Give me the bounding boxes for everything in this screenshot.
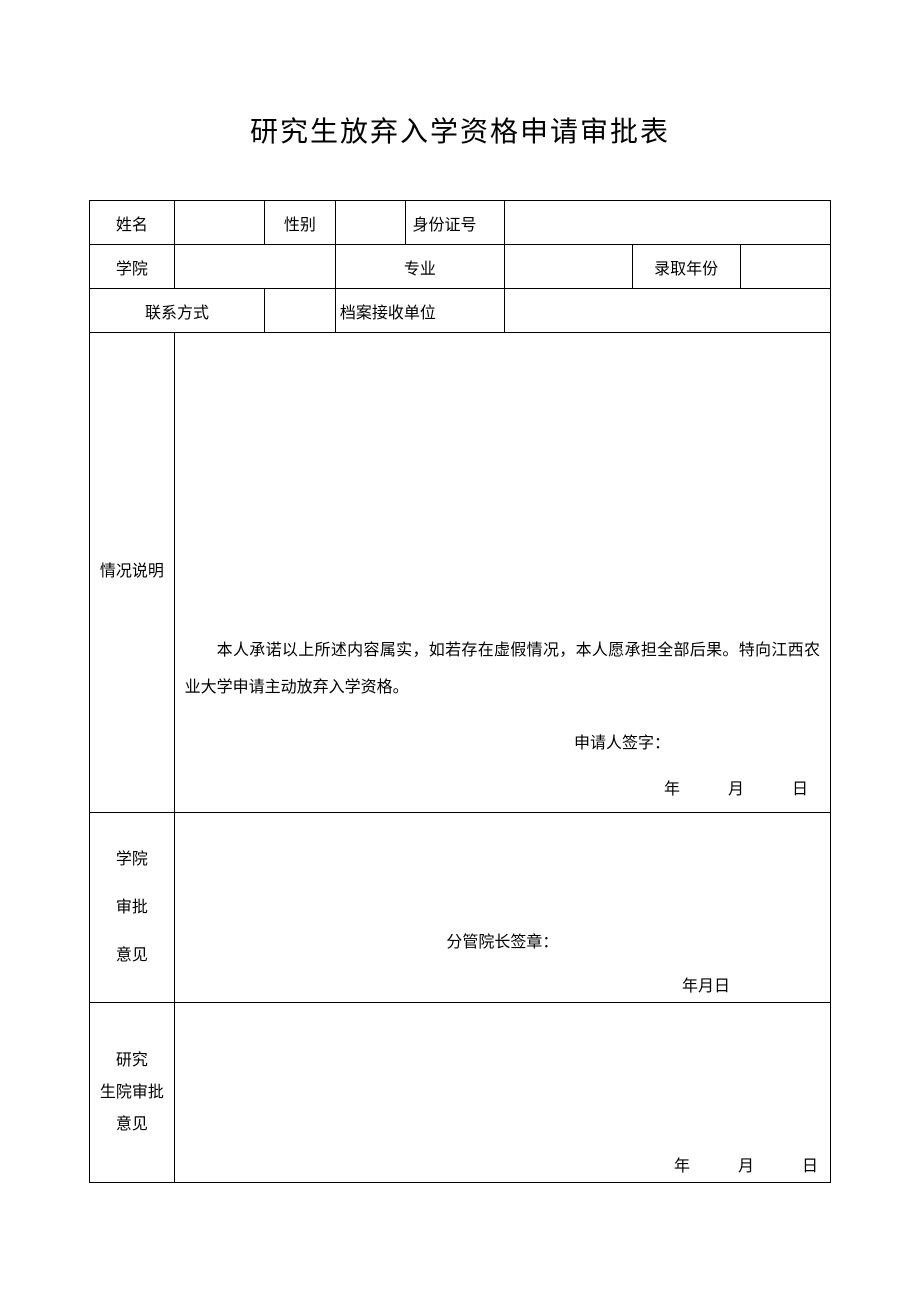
year-unit: 年 — [664, 775, 724, 799]
archive-field[interactable] — [504, 289, 830, 333]
grad-approval-label-3: 意见 — [90, 1109, 174, 1141]
contact-field[interactable] — [264, 289, 335, 333]
grad-date-line: 年 月 日 — [674, 1152, 822, 1176]
dean-signature-label: 分管院长签章： — [175, 928, 830, 952]
grad-approval-content[interactable]: 年 月 日 — [174, 1003, 830, 1183]
gender-field[interactable] — [335, 201, 406, 245]
name-field[interactable] — [174, 201, 264, 245]
college-approval-label-2: 审批 — [90, 884, 174, 932]
major-field[interactable] — [504, 245, 632, 289]
college-approval-label-3: 意见 — [90, 932, 174, 980]
archive-label: 档案接收单位 — [335, 289, 504, 333]
grad-approval-label-1: 研究 — [90, 1045, 174, 1077]
year-label: 录取年份 — [632, 245, 740, 289]
year-field[interactable] — [740, 245, 830, 289]
day-unit: 日 — [792, 775, 812, 799]
row-grad-approval: 研究 生院审批 意见 年 月 日 — [90, 1003, 831, 1183]
declaration-text: 本人承诺以上所述内容属实，如若存在虚假情况，本人愿承担全部后果。特向江西农业大学… — [185, 633, 820, 707]
row-situation: 情况说明 本人承诺以上所述内容属实，如若存在虚假情况，本人愿承担全部后果。特向江… — [90, 333, 831, 813]
month-unit: 月 — [738, 1152, 798, 1176]
id-label: 身份证号 — [406, 201, 505, 245]
college-approval-content[interactable]: 分管院长签章： 年月日 — [174, 813, 830, 1003]
year-unit: 年 — [674, 1152, 734, 1176]
gender-label: 性别 — [264, 201, 335, 245]
situation-label: 情况说明 — [90, 333, 175, 813]
id-field[interactable] — [504, 201, 830, 245]
approval-form-table: 姓名 性别 身份证号 学院 专业 录取年份 联系方式 档案接收单位 情况说明 本… — [89, 200, 831, 1183]
row-college-approval: 学院 审批 意见 分管院长签章： 年月日 — [90, 813, 831, 1003]
contact-label: 联系方式 — [90, 289, 265, 333]
college-field[interactable] — [174, 245, 335, 289]
major-label: 专业 — [335, 245, 504, 289]
row-contact: 联系方式 档案接收单位 — [90, 289, 831, 333]
applicant-signature-label: 申请人签字： — [185, 729, 820, 753]
grad-approval-label: 研究 生院审批 意见 — [90, 1003, 175, 1183]
college-label: 学院 — [90, 245, 175, 289]
situation-content[interactable]: 本人承诺以上所述内容属实，如若存在虚假情况，本人愿承担全部后果。特向江西农业大学… — [174, 333, 830, 813]
college-approval-label-1: 学院 — [90, 836, 174, 884]
grad-approval-label-2: 生院审批 — [90, 1077, 174, 1109]
college-approval-label: 学院 审批 意见 — [90, 813, 175, 1003]
college-date-line: 年月日 — [682, 972, 730, 996]
applicant-date-line: 年 月 日 — [185, 775, 820, 799]
day-unit: 日 — [802, 1152, 822, 1176]
month-unit: 月 — [728, 775, 788, 799]
name-label: 姓名 — [90, 201, 175, 245]
row-basic-info-1: 姓名 性别 身份证号 — [90, 201, 831, 245]
page-title: 研究生放弃入学资格申请审批表 — [0, 110, 920, 150]
row-basic-info-2: 学院 专业 录取年份 — [90, 245, 831, 289]
